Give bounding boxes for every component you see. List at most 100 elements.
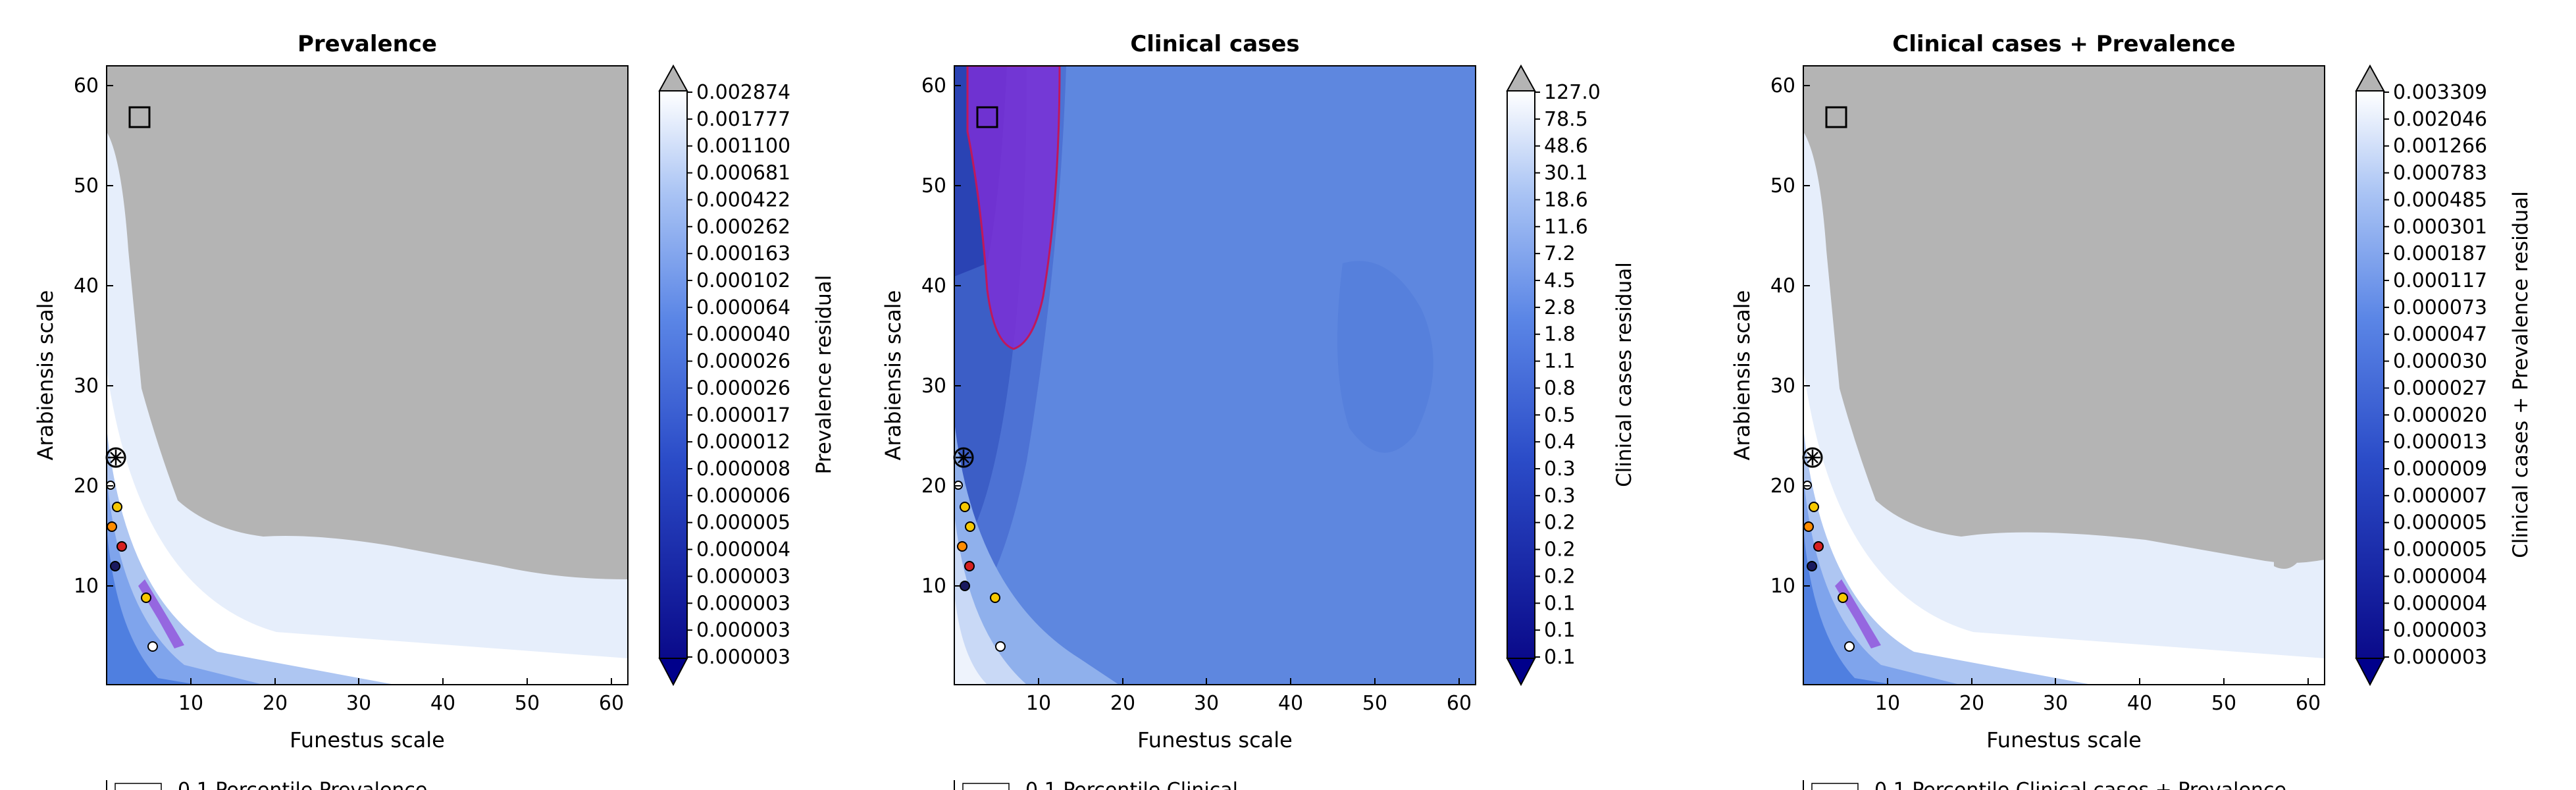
heatmap-surface	[1803, 66, 2325, 685]
x-tick-label: 20	[1959, 692, 1984, 715]
y-axis: 10 20 30 40 50 60 Arabiensis scale	[33, 74, 113, 598]
colorbar-tick-label: 0.000117	[2393, 269, 2487, 292]
colorbar-tick-label: 0.000040	[696, 323, 790, 346]
colorbar-tick-label: 0.1	[1544, 619, 1576, 642]
y-tick-label: 20	[921, 475, 946, 498]
x-tick-label: 20	[1110, 692, 1135, 715]
colorbar-tick-label: 0.000102	[696, 269, 790, 292]
colorbar-tick-label: 0.001266	[2393, 135, 2487, 158]
y-tick-label: 40	[921, 275, 946, 298]
x-tick-label: 40	[1278, 692, 1303, 715]
colorbar-tick-label: 127.0	[1544, 81, 1601, 104]
plot-frame	[954, 65, 1476, 685]
x-tick-label: 30	[1194, 692, 1219, 715]
colorbar-tick-label: 1.1	[1544, 350, 1576, 373]
x-tick-label: 10	[1026, 692, 1051, 715]
y-tick-label: 60	[74, 74, 99, 97]
colorbar-tick-label: 4.5	[1544, 269, 1576, 292]
x-axis-label: Funestus scale	[290, 727, 445, 752]
colorbar-tick-label: 2.8	[1544, 296, 1576, 319]
square-marker	[128, 106, 151, 128]
colorbar-tick-label: 0.000301	[2393, 215, 2487, 238]
colorbar-tick-label: 0.000012	[696, 431, 790, 454]
colorbar-tick-label: 0.003309	[2393, 81, 2487, 104]
colorbar-tick-label: 0.000030	[2393, 350, 2487, 373]
colorbar: 127.0 78.5 48.6 30.1 18.6 11.6 7.2 4.5 2.8 1.8 1.1…	[1506, 64, 1636, 687]
colorbar-ticks: 127.0 78.5 48.6 30.1 18.6 11.6 7.2 4.5 2.8 1.8 1.1…	[1535, 81, 1601, 669]
y-axis-label: Arabiensis scale	[1730, 290, 1755, 461]
y-axis: 10 20 30 40 50 60 Arabiensis scale	[1730, 74, 1810, 598]
chart-title: Clinical cases	[1130, 31, 1299, 57]
colorbar-tick-label: 0.000004	[2393, 565, 2487, 588]
colorbar-tick-label: 0.2	[1544, 565, 1576, 588]
colorbar-tick-label: 0.000003	[696, 619, 790, 642]
y-tick-label: 50	[921, 174, 946, 198]
colorbar-tick-label: 0.5	[1544, 404, 1576, 427]
colorbar-tick-label: 1.8	[1544, 323, 1576, 346]
star-marker	[1802, 447, 1823, 468]
colorbar-tick-label: 0.4	[1544, 431, 1576, 454]
colorbar-tick-label: 0.000783	[2393, 162, 2487, 185]
x-tick-label: 10	[178, 692, 203, 715]
colorbar-tick-label: 0.000005	[696, 512, 790, 535]
colorbar-tick-label: 0.001100	[696, 135, 790, 158]
chart-title: Prevalence	[297, 31, 437, 57]
colorbar-tick-label: 0.000047	[2393, 323, 2487, 346]
legend-partial: 0.1 Percentile Clinical	[954, 779, 1238, 790]
colorbar-tick-label: 0.3	[1544, 458, 1576, 481]
heatmap-surface	[954, 66, 1476, 685]
x-tick-label: 20	[263, 692, 288, 715]
x-tick-label: 60	[1447, 692, 1472, 715]
run-markers	[106, 481, 158, 652]
y-tick-label: 60	[921, 74, 946, 97]
colorbar-tick-label: 0.2	[1544, 512, 1576, 535]
y-axis-label: Arabiensis scale	[881, 290, 906, 461]
y-tick-label: 20	[74, 475, 99, 498]
panel-clinical-plus-prevalence: Clinical cases + Prevalence	[1730, 31, 2533, 790]
y-tick-label: 20	[1770, 475, 1795, 498]
colorbar-tick-label: 0.000008	[696, 458, 790, 481]
colorbar-tick-label: 0.000020	[2393, 404, 2487, 427]
x-tick-label: 50	[1362, 692, 1387, 715]
x-axis-label: Funestus scale	[1137, 727, 1293, 752]
colorbar-tick-label: 7.2	[1544, 242, 1576, 265]
colorbar-tick-label: 0.001777	[696, 108, 790, 131]
colorbar-tick-label: 0.000485	[2393, 188, 2487, 211]
legend-partial: 0.1 Percentile Prevalence	[106, 779, 427, 790]
colorbar-tick-label: 0.8	[1544, 377, 1576, 400]
x-tick-label: 60	[2296, 692, 2321, 715]
x-tick-label: 50	[2211, 692, 2236, 715]
colorbar-tick-label: 18.6	[1544, 188, 1588, 211]
colorbar-tick-label: 0.000187	[2393, 242, 2487, 265]
colorbar-tick-label: 0.000003	[2393, 646, 2487, 669]
star-marker	[953, 447, 974, 468]
colorbar-tick-label: 0.000027	[2393, 377, 2487, 400]
colorbar-tick-label: 0.2	[1544, 539, 1576, 562]
colorbar-tick-label: 30.1	[1544, 162, 1588, 185]
x-tick-label: 60	[599, 692, 624, 715]
x-axis: 10 20 30 40 50 60 Funestus scale	[1026, 678, 1472, 752]
x-tick-label: 30	[346, 692, 371, 715]
y-tick-label: 50	[1770, 174, 1795, 198]
y-tick-label: 50	[74, 174, 99, 198]
colorbar-tick-label: 0.000026	[696, 350, 790, 373]
colorbar-tick-label: 0.000004	[2393, 592, 2487, 615]
x-axis: 10 20 30 40 50 60 Funestus scale	[178, 678, 624, 752]
plot-frame	[106, 65, 629, 685]
y-tick-label: 10	[74, 575, 99, 598]
y-tick-label: 30	[74, 375, 99, 398]
colorbar-tick-label: 0.000422	[696, 188, 790, 211]
y-tick-label: 40	[74, 275, 99, 298]
colorbar-tick-label: 78.5	[1544, 108, 1588, 131]
colorbar-tick-label: 48.6	[1544, 135, 1588, 158]
percentile-region	[966, 66, 1061, 350]
square-marker	[1825, 106, 1847, 128]
colorbar-tick-label: 0.000006	[696, 485, 790, 508]
colorbar-tick-label: 11.6	[1544, 215, 1588, 238]
square-marker	[976, 106, 998, 128]
colorbar-tick-label: 0.000005	[2393, 512, 2487, 535]
colorbar-ticks: 0.003309 0.002046 0.001266 0.000783 0.000485…	[2384, 81, 2487, 669]
x-axis: 10 20 30 40 50 60 Funestus scale	[1875, 678, 2321, 752]
colorbar-tick-label: 0.000005	[2393, 539, 2487, 562]
